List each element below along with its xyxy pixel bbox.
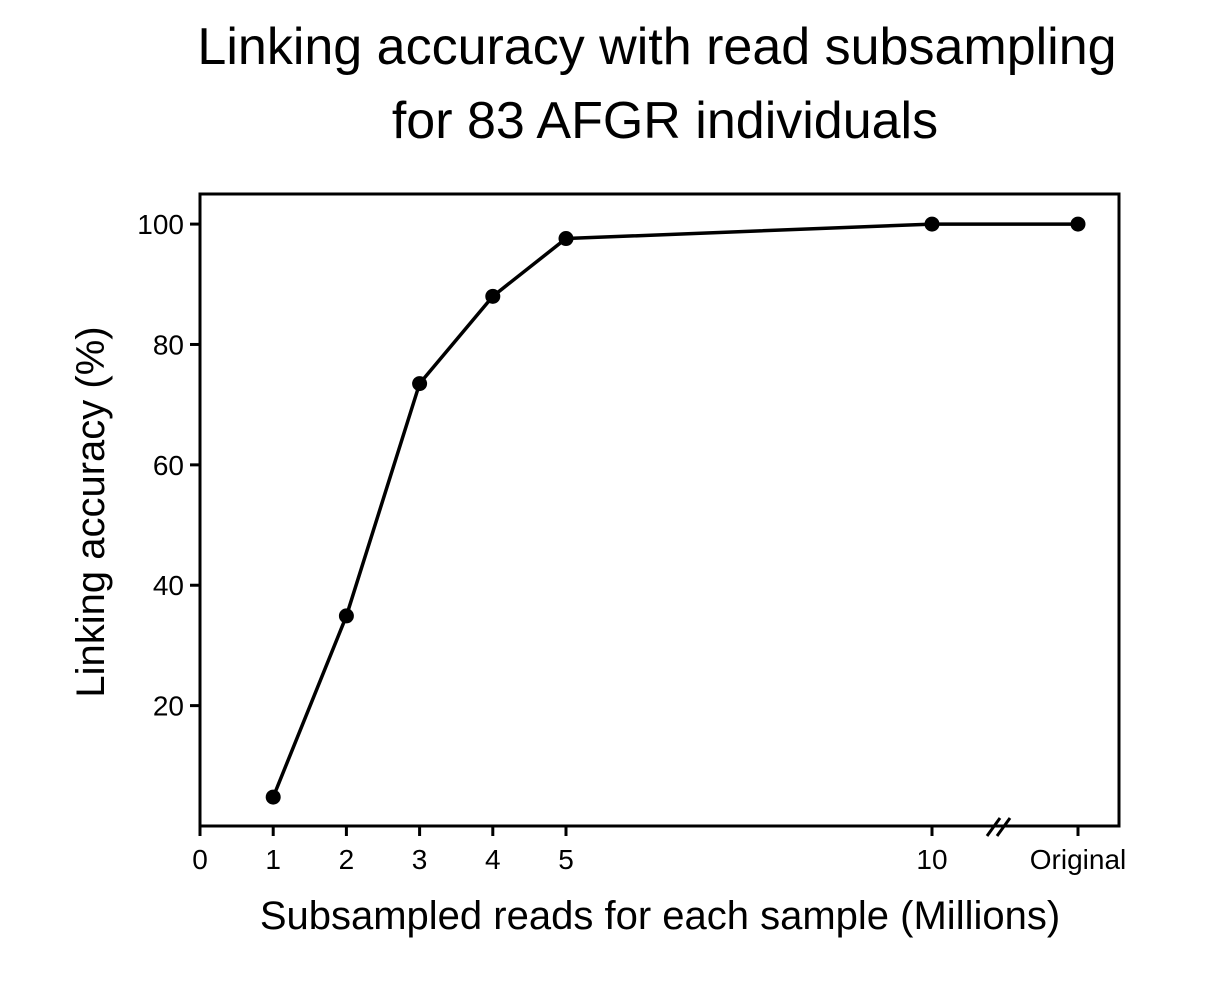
plot-frame: [198, 192, 1121, 828]
x-tick-label-1: 1: [265, 844, 281, 875]
data-point-original: [1070, 216, 1086, 232]
x-tick-label-10: 10: [916, 844, 947, 875]
data-point-10: [924, 216, 940, 232]
x-tick-label-3: 3: [412, 844, 428, 875]
y-axis: 20 40 60 80 100: [137, 209, 200, 722]
y-tick-label-40: 40: [153, 570, 184, 601]
series-line: [271, 222, 1078, 798]
x-tick-label-0: 0: [192, 844, 208, 875]
data-point-5: [558, 231, 574, 247]
x-tick-label-4: 4: [485, 844, 501, 875]
y-axis-label: Linking accuracy (%): [69, 326, 113, 697]
data-point-4: [485, 288, 501, 304]
y-tick-label-100: 100: [137, 209, 184, 240]
chart-title-line-2: for 83 AFGR individuals: [392, 92, 938, 150]
y-tick-label-60: 60: [153, 450, 184, 481]
data-point-3: [412, 376, 428, 392]
data-point-2: [338, 608, 354, 624]
series-line-group: [271, 222, 1078, 798]
data-point-1: [265, 789, 281, 805]
data-points: [265, 216, 1086, 805]
x-tick-label-2: 2: [339, 844, 355, 875]
y-tick-label-20: 20: [153, 691, 184, 722]
x-tick-label-5: 5: [558, 844, 574, 875]
x-axis: 0 1 2 3 4 5 10 Original: [192, 826, 1126, 875]
y-tick-label-80: 80: [153, 329, 184, 360]
chart-title-line-1: Linking accuracy with read subsampling: [197, 18, 1116, 76]
x-tick-label-original: Original: [1030, 844, 1126, 875]
x-axis-break-mark: [985, 817, 1012, 837]
x-axis-label: Subsampled reads for each sample (Millio…: [260, 894, 1060, 938]
